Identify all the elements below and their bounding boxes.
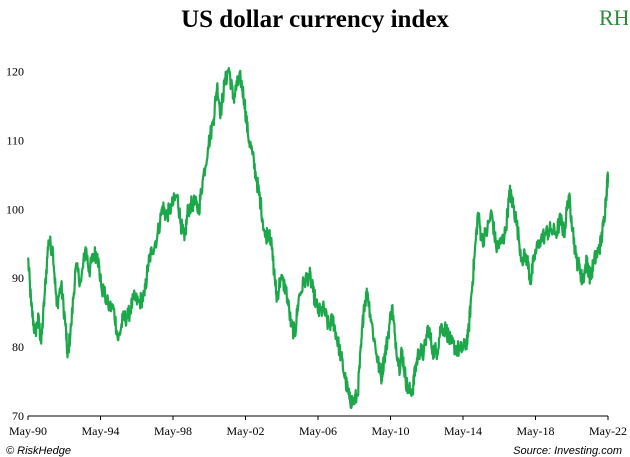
x-tick-label: May-10 bbox=[372, 424, 410, 438]
x-ticks: May-90 May-94 May-98 May-02 May-06 May-10 May-… bbox=[9, 416, 627, 438]
x-tick-label: May-94 bbox=[82, 424, 120, 438]
y-tick-label: 100 bbox=[6, 202, 24, 216]
series-group bbox=[26, 67, 610, 410]
y-tick-label: 70 bbox=[12, 409, 24, 423]
x-tick-label: May-90 bbox=[9, 424, 47, 438]
y-tick-label: 90 bbox=[12, 271, 24, 285]
y-tick-label: 110 bbox=[6, 133, 24, 147]
chart-title: US dollar currency index bbox=[181, 6, 449, 33]
copyright-label: © RiskHedge bbox=[6, 445, 71, 457]
y-ticks: 70 80 90 100 110 120 bbox=[6, 65, 24, 423]
series-line-dollar-index bbox=[26, 67, 610, 410]
x-tick-label: May-18 bbox=[517, 424, 555, 438]
riskhedge-logo: RH bbox=[599, 5, 628, 30]
x-tick-label: May-14 bbox=[444, 424, 482, 438]
source-label: Source: Investing.com bbox=[513, 445, 622, 457]
y-tick-label: 120 bbox=[6, 65, 24, 79]
x-tick-label: May-06 bbox=[299, 424, 337, 438]
x-tick-label: May-22 bbox=[589, 424, 627, 438]
y-tick-label: 80 bbox=[12, 340, 24, 354]
logo-text: RH bbox=[599, 5, 628, 30]
x-tick-label: May-02 bbox=[227, 424, 265, 438]
x-tick-label: May-98 bbox=[154, 424, 192, 438]
